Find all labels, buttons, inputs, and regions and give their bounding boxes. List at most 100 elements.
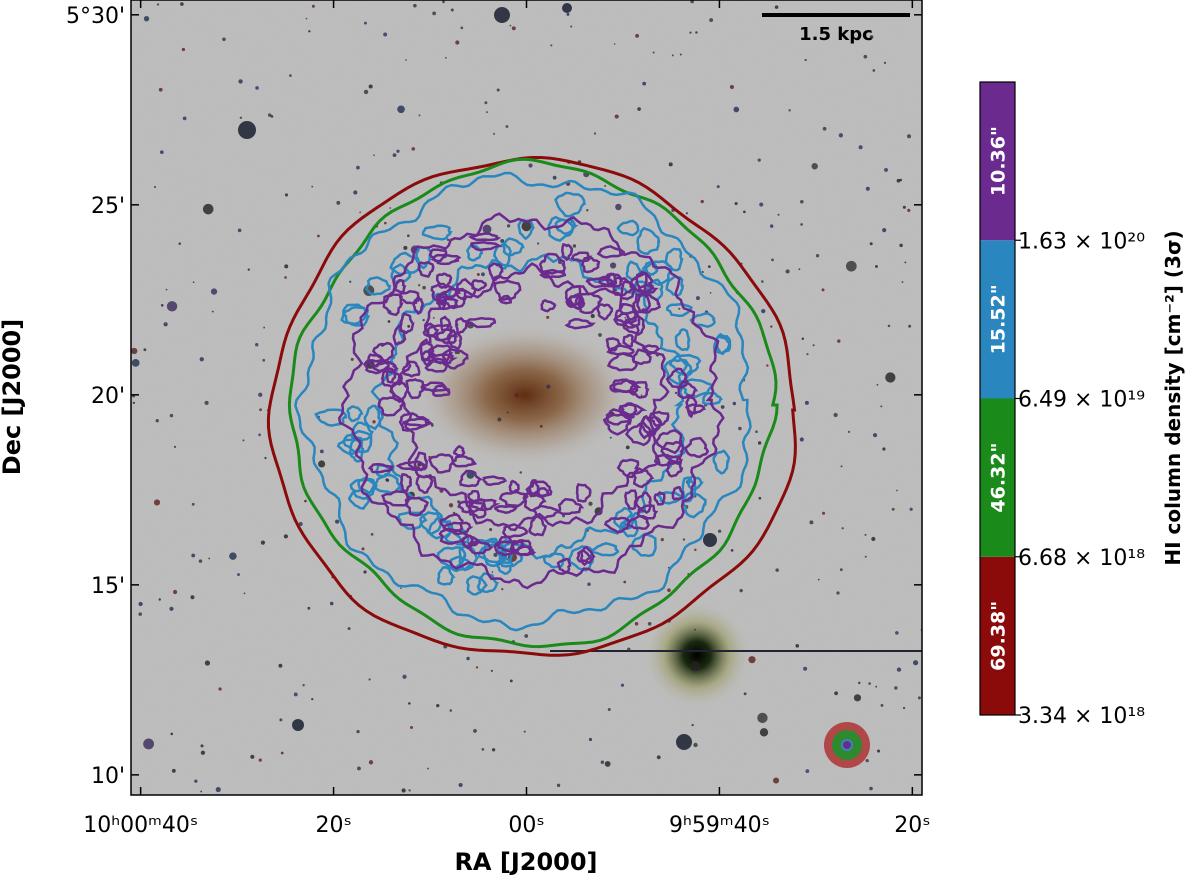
contour bbox=[493, 535, 516, 557]
contour bbox=[465, 575, 488, 596]
y-axis-title: Dec [J2000] bbox=[0, 319, 26, 475]
star bbox=[757, 441, 762, 445]
star bbox=[284, 276, 287, 279]
contour bbox=[392, 324, 407, 346]
star bbox=[311, 4, 315, 8]
star bbox=[270, 115, 274, 118]
contour bbox=[428, 248, 448, 263]
contour bbox=[575, 483, 592, 503]
star bbox=[607, 708, 611, 711]
star bbox=[359, 211, 361, 214]
star bbox=[422, 285, 426, 290]
star bbox=[556, 783, 561, 788]
star bbox=[880, 703, 884, 707]
star bbox=[160, 303, 164, 307]
star bbox=[865, 186, 870, 191]
star bbox=[191, 502, 195, 506]
contour bbox=[636, 226, 661, 256]
star bbox=[402, 674, 407, 679]
star bbox=[386, 478, 390, 482]
star bbox=[800, 223, 803, 226]
star bbox=[199, 357, 204, 362]
star bbox=[131, 359, 140, 367]
star bbox=[307, 606, 311, 610]
star bbox=[873, 433, 878, 438]
contour bbox=[616, 219, 640, 237]
star bbox=[202, 203, 214, 215]
star bbox=[153, 185, 157, 189]
star bbox=[222, 37, 226, 42]
star bbox=[163, 322, 168, 327]
star bbox=[418, 284, 421, 287]
star bbox=[173, 445, 177, 448]
star bbox=[884, 167, 888, 172]
colorbar-tick-label: 3.34 × 10¹⁸ bbox=[1018, 704, 1145, 729]
x-tick-label: 20ˢ bbox=[315, 813, 351, 838]
contour bbox=[405, 496, 430, 517]
star bbox=[298, 522, 303, 526]
star bbox=[131, 347, 138, 355]
contour bbox=[440, 347, 469, 370]
star bbox=[191, 553, 196, 558]
star bbox=[200, 744, 204, 748]
star bbox=[600, 760, 605, 764]
star bbox=[839, 568, 843, 572]
star bbox=[902, 205, 906, 209]
star bbox=[734, 202, 738, 206]
star bbox=[769, 224, 774, 228]
star bbox=[869, 786, 873, 791]
contour bbox=[421, 224, 453, 241]
star bbox=[255, 343, 259, 347]
star bbox=[882, 447, 886, 451]
star bbox=[238, 79, 243, 84]
contour bbox=[466, 244, 484, 262]
star bbox=[524, 634, 529, 638]
y-tick-label: 5°30' bbox=[66, 4, 125, 29]
star bbox=[733, 106, 740, 113]
star bbox=[363, 21, 367, 25]
contour bbox=[644, 260, 673, 287]
star bbox=[247, 268, 250, 271]
contour bbox=[596, 303, 614, 321]
contour bbox=[614, 303, 637, 325]
star bbox=[730, 549, 734, 552]
star bbox=[693, 669, 697, 673]
contour bbox=[435, 272, 453, 289]
star bbox=[716, 185, 720, 189]
star bbox=[901, 281, 904, 283]
colorbar-tick-label: 6.49 × 10¹⁹ bbox=[1018, 388, 1145, 413]
colorbar-segment-label: 46.32" bbox=[988, 443, 1010, 513]
contour bbox=[634, 491, 652, 515]
star bbox=[397, 105, 405, 114]
contour bbox=[624, 489, 639, 511]
star bbox=[615, 203, 622, 211]
contour bbox=[576, 549, 592, 563]
contour bbox=[396, 511, 428, 531]
star bbox=[614, 114, 619, 119]
galaxy-disk bbox=[415, 323, 635, 467]
star bbox=[801, 337, 805, 341]
contour bbox=[591, 542, 620, 557]
star bbox=[489, 528, 493, 532]
star bbox=[521, 221, 532, 232]
star bbox=[536, 242, 540, 245]
x-tick-label: 10ʰ00ᵐ40ˢ bbox=[83, 813, 198, 838]
contour bbox=[415, 245, 433, 270]
star bbox=[156, 3, 160, 6]
contour bbox=[603, 516, 632, 534]
contour bbox=[412, 297, 424, 315]
star bbox=[293, 692, 298, 697]
star bbox=[907, 134, 912, 139]
star bbox=[700, 199, 704, 204]
star bbox=[896, 489, 898, 492]
contour bbox=[554, 218, 579, 236]
star bbox=[506, 224, 511, 228]
contour bbox=[493, 242, 512, 270]
star bbox=[572, 244, 577, 248]
star bbox=[804, 58, 807, 62]
star bbox=[588, 737, 593, 742]
star bbox=[311, 185, 314, 188]
star bbox=[278, 663, 283, 668]
star bbox=[446, 238, 450, 242]
star bbox=[490, 669, 493, 672]
